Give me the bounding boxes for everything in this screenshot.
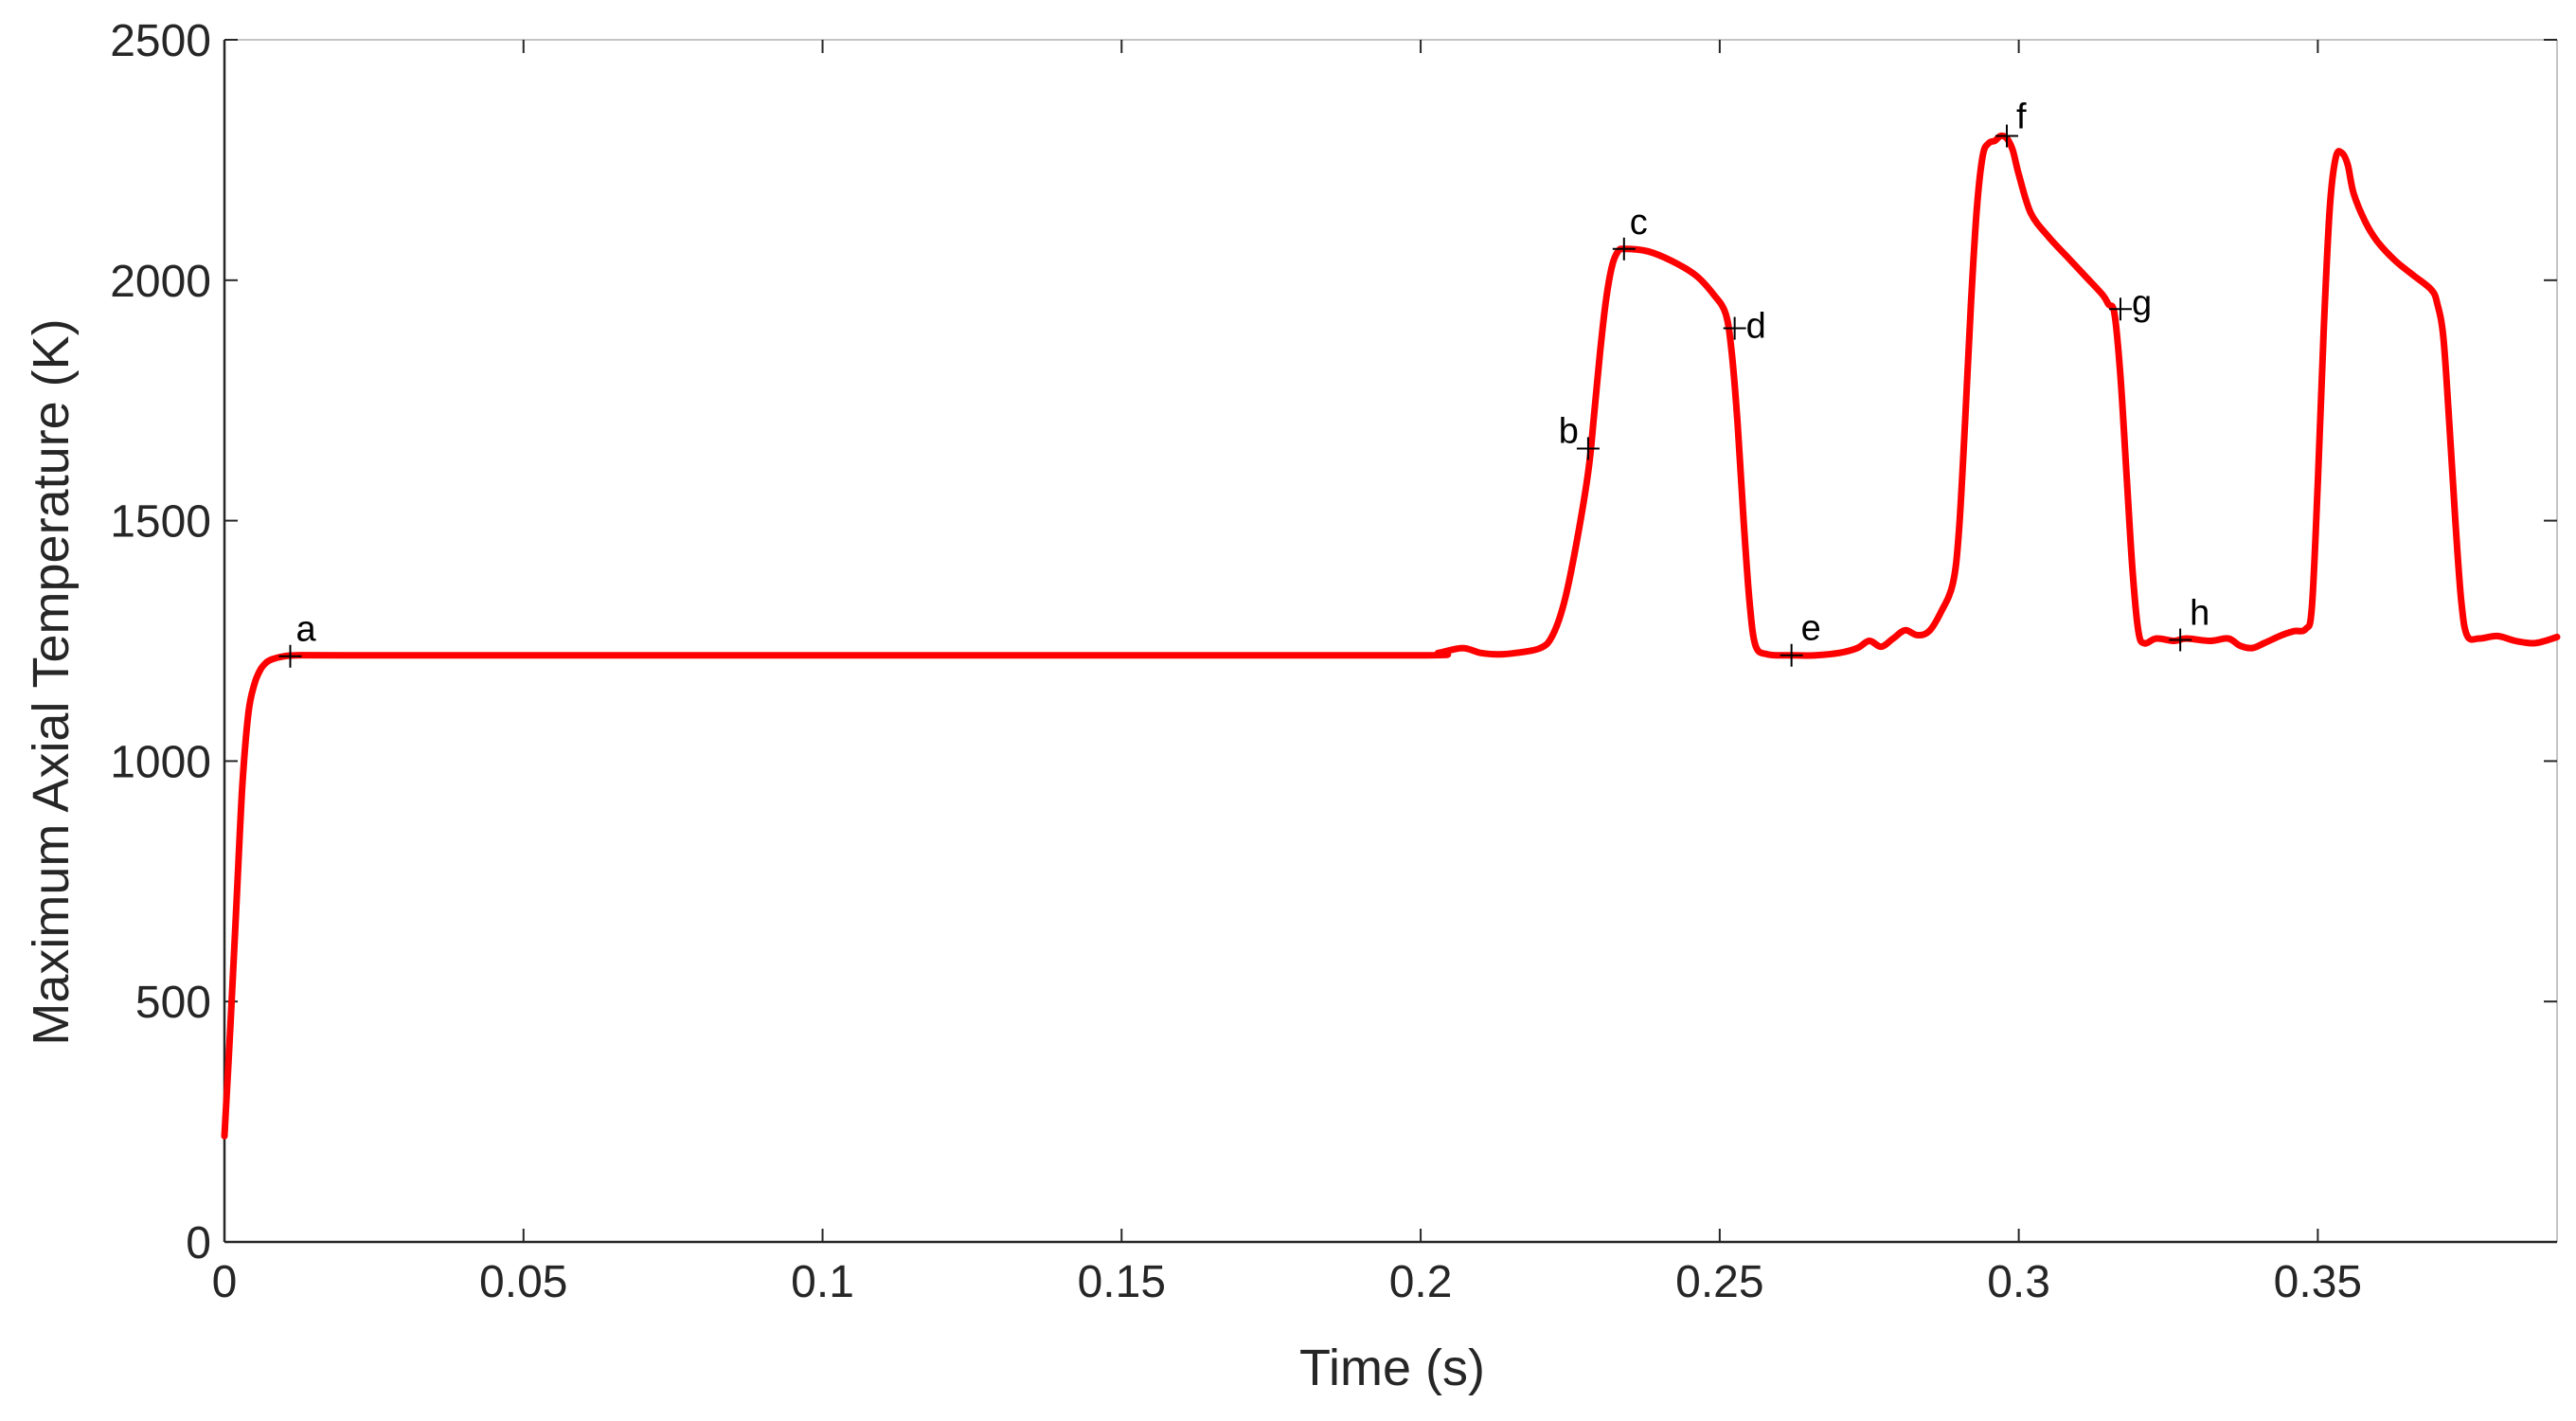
x-axis-ticks: 0 0.05 0.1 0.15 0.2 0.25 0.3 0.35 — [212, 40, 2362, 1307]
x-tick-label: 0.1 — [791, 1257, 854, 1307]
x-tick-label: 0.25 — [1675, 1257, 1763, 1307]
marker-label-g: g — [2132, 283, 2152, 323]
y-tick-label: 1500 — [110, 497, 211, 548]
marker-label-d: d — [1746, 307, 1766, 347]
marker-layer: a b c d e f g h — [278, 98, 2209, 668]
series-layer — [221, 132, 2561, 1140]
x-tick-label: 0.3 — [1987, 1257, 2050, 1307]
y-tick-label: 500 — [135, 978, 211, 1028]
x-axis-title: Time (s) — [1299, 1340, 1485, 1396]
marker-label-f: f — [2016, 98, 2027, 137]
x-tick-label: 0.05 — [479, 1257, 567, 1307]
x-tick-label: 0.2 — [1389, 1257, 1453, 1307]
marker-label-b: b — [1559, 411, 1579, 451]
y-axis-ticks: 0 500 1000 1500 2000 2500 — [110, 16, 2557, 1268]
plot-box — [223, 39, 2558, 1244]
y-tick-label: 2500 — [110, 16, 211, 66]
y-axis-title: Maximum Axial Temperature (K) — [23, 318, 80, 1045]
y-tick-label: 2000 — [110, 257, 211, 307]
x-tick-label: 0 — [212, 1257, 238, 1307]
y-tick-label: 1000 — [110, 737, 211, 787]
temperature-series-line — [221, 132, 2561, 1140]
x-tick-label: 0.35 — [2274, 1257, 2362, 1307]
x-tick-label: 0.15 — [1078, 1257, 1166, 1307]
marker-label-a: a — [295, 610, 316, 650]
y-tick-label: 0 — [186, 1218, 211, 1268]
marker-label-e: e — [1801, 609, 1821, 649]
marker-label-h: h — [2190, 593, 2209, 633]
marker-label-c: c — [1630, 203, 1648, 243]
